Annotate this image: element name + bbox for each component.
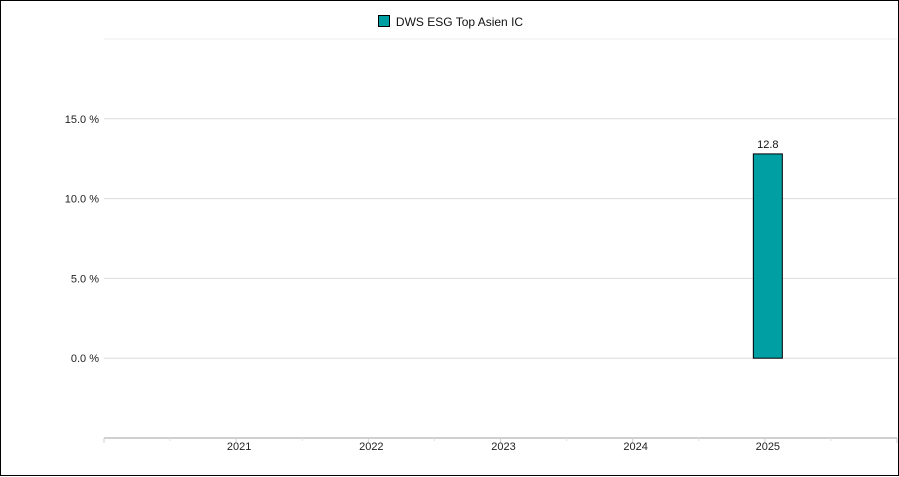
y-tick-label: 10.0 % (65, 194, 99, 206)
y-tick-label: 5.0 % (71, 273, 99, 285)
x-tick-label: 2021 (227, 441, 251, 453)
x-tick-label: 2025 (756, 441, 780, 453)
chart-legend: DWS ESG Top Asien IC (1, 15, 899, 29)
x-tick-label: 2022 (359, 441, 383, 453)
bar-data-label: 12.8 (757, 139, 778, 151)
legend-label: DWS ESG Top Asien IC (395, 15, 524, 29)
y-tick-label: 0.0 % (71, 353, 99, 365)
x-tick-label: 2023 (491, 441, 515, 453)
legend-swatch (377, 15, 390, 27)
bar (752, 153, 783, 359)
x-tick-label: 2024 (623, 441, 647, 453)
y-tick-label: 15.0 % (65, 114, 99, 126)
